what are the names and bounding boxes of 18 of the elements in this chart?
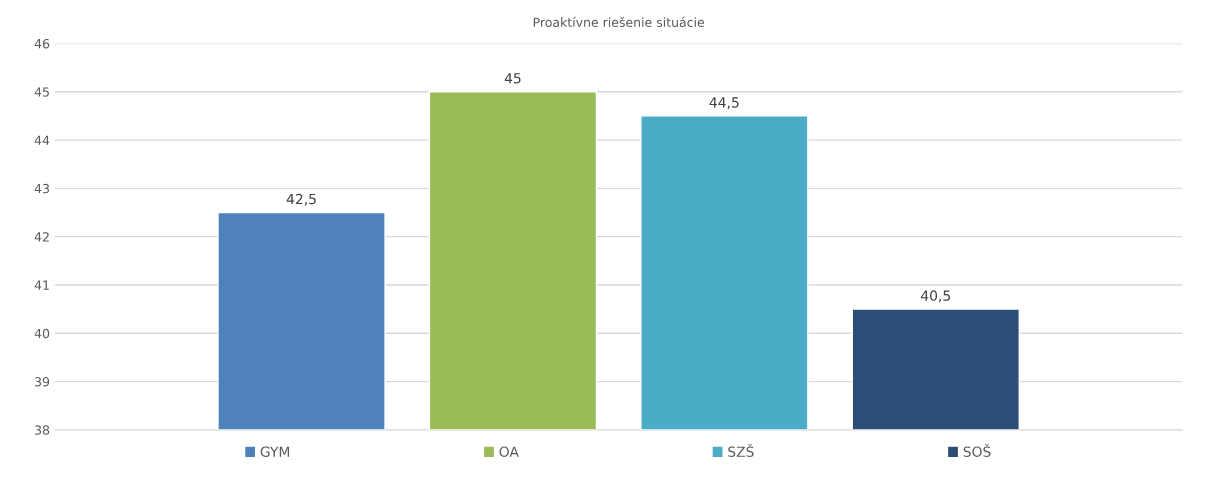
y-tick-label: 42 (34, 232, 49, 242)
y-tick-label: 41 (34, 280, 49, 290)
y-tick-label: 45 (34, 87, 49, 97)
data-label: 42,5 (286, 193, 316, 206)
data-label: 45 (504, 73, 521, 84)
y-tick-label: 38 (35, 425, 50, 435)
legend-label: SZŠ (728, 443, 754, 457)
data-label: 40,5 (920, 290, 951, 303)
y-tick-label: 39 (35, 377, 50, 387)
y-tick-label: 46 (34, 38, 50, 49)
legend-label: SOŠ (963, 443, 991, 457)
legend-label: GYM (260, 446, 290, 457)
y-tick-label: 40 (34, 328, 50, 339)
y-tick-label: 43 (34, 183, 49, 194)
chart-title: Proaktívne riešenie situácie (533, 16, 705, 27)
y-tick-label: 44 (34, 135, 50, 145)
data-label: 44,5 (709, 97, 739, 110)
legend-label: OA (499, 446, 519, 457)
